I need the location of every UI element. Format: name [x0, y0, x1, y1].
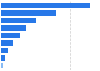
Bar: [1, 25, 26, 31]
Bar: [1, 40, 13, 46]
Bar: [1, 3, 90, 8]
Bar: [1, 33, 20, 38]
Bar: [1, 48, 8, 53]
Bar: [1, 63, 3, 68]
Bar: [1, 10, 56, 16]
Bar: [1, 55, 5, 61]
Bar: [1, 18, 36, 23]
